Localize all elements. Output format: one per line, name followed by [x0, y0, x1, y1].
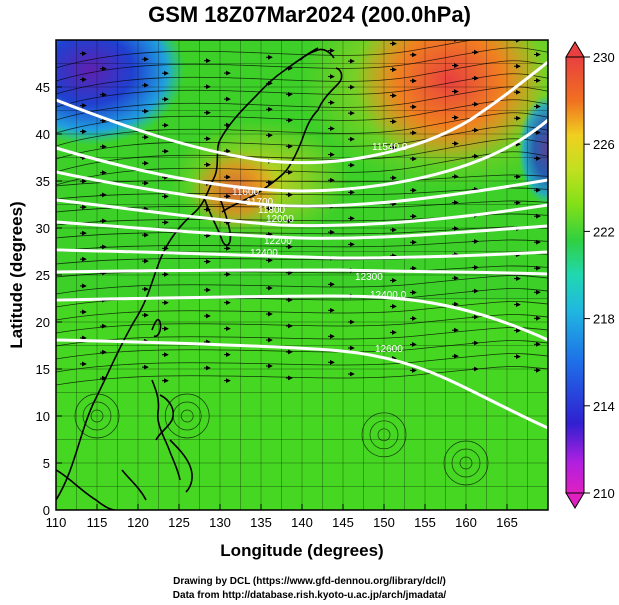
y-tick-label: 0	[43, 503, 50, 518]
colorbar-tick-label: 226	[593, 137, 615, 152]
colorbar-tick-label: 218	[593, 312, 615, 327]
y-tick-label: 15	[36, 362, 50, 377]
x-tick-label: 110	[46, 515, 67, 530]
x-tick-label: 145	[332, 515, 354, 530]
credit-drawing: Drawing by DCL (https://www.gfd-dennou.o…	[173, 576, 446, 587]
y-tick-label: 35	[36, 174, 50, 189]
y-axis-label: Latitude (degrees)	[7, 201, 26, 348]
colorbar-tick-label: 230	[593, 50, 615, 65]
contour-label: 12000	[266, 214, 294, 225]
x-tick-label: 125	[168, 515, 190, 530]
contour-label: 12200	[264, 236, 292, 247]
contour-label: 11800	[258, 205, 286, 216]
colorbar-max-arrow	[565, 41, 585, 58]
geopotential-contours	[56, 60, 548, 430]
contour-label: 11600	[232, 187, 260, 198]
y-axis-ticks: 0 5 10 15 20 25 30 35 40 45	[36, 80, 62, 518]
x-tick-label: 120	[127, 515, 149, 530]
x-tick-label: 135	[250, 515, 272, 530]
y-tick-label: 5	[43, 456, 50, 471]
contour-label: 12600	[375, 344, 403, 355]
contour-label: 12300	[355, 272, 383, 283]
x-tick-label: 155	[414, 515, 436, 530]
x-axis-ticks: 110 115 120 125 130 135 140 145 150 155 160 165	[46, 504, 518, 530]
colorbar-min-arrow	[565, 492, 585, 509]
contour-label: 12400.0	[370, 290, 407, 301]
wind-streamlines	[56, 40, 548, 486]
colorbar-tick-label: 214	[593, 399, 615, 414]
contour-label: 12400	[250, 248, 278, 259]
map-title: GSM 18Z07Mar2024 (200.0hPa)	[148, 2, 471, 27]
colorbar-tick-label: 222	[593, 224, 615, 239]
y-tick-label: 10	[36, 409, 50, 424]
graticule	[56, 40, 548, 510]
x-tick-label: 165	[496, 515, 518, 530]
x-tick-label: 150	[373, 515, 395, 530]
credit-data: Data from http://database.rish.kyoto-u.a…	[172, 590, 447, 601]
y-tick-label: 30	[36, 221, 50, 236]
x-tick-label: 130	[209, 515, 231, 530]
coastlines	[56, 47, 343, 510]
y-tick-label: 40	[36, 127, 50, 142]
x-tick-label: 115	[87, 515, 108, 530]
contour-label: 11700	[246, 197, 274, 208]
y-tick-label: 20	[36, 315, 50, 330]
y-tick-label: 25	[36, 268, 50, 283]
x-tick-label: 140	[291, 515, 313, 530]
x-tick-label: 160	[455, 515, 477, 530]
contour-label: 11540.0	[372, 142, 408, 153]
temperature-field	[56, 40, 548, 510]
colorbar: 210 214 218 222 226 230	[565, 41, 615, 509]
y-tick-label: 45	[36, 80, 50, 95]
x-axis-label: Longitude (degrees)	[220, 541, 383, 560]
colorbar-tick-label: 210	[593, 486, 615, 501]
